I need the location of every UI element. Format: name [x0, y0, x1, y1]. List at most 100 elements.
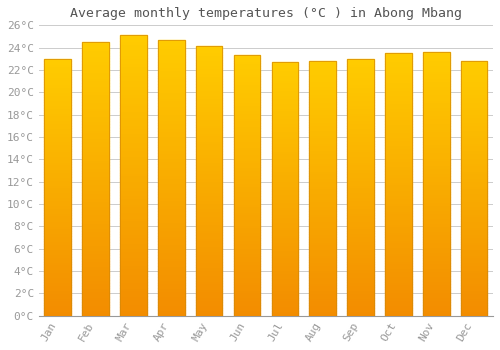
Bar	[385, 255, 411, 258]
Bar	[120, 111, 146, 114]
Bar	[310, 122, 336, 125]
Bar	[272, 181, 298, 184]
Bar	[82, 195, 109, 198]
Bar	[120, 114, 146, 117]
Bar	[44, 308, 71, 310]
Bar	[348, 90, 374, 92]
Bar	[196, 82, 222, 84]
Bar	[348, 174, 374, 177]
Bar	[196, 275, 222, 278]
Bar	[385, 169, 411, 171]
Bar	[461, 239, 487, 242]
Bar	[82, 217, 109, 220]
Bar	[44, 61, 71, 64]
Bar	[423, 139, 450, 142]
Bar	[120, 279, 146, 282]
Bar	[272, 275, 298, 278]
Bar	[44, 187, 71, 190]
Bar	[44, 146, 71, 149]
Bar	[272, 310, 298, 313]
Bar	[385, 266, 411, 268]
Bar	[348, 220, 374, 223]
Bar	[310, 107, 336, 110]
Bar	[272, 110, 298, 113]
Bar	[348, 298, 374, 300]
Bar	[348, 110, 374, 113]
Bar	[82, 291, 109, 294]
Bar	[272, 133, 298, 136]
Bar	[348, 77, 374, 79]
Bar	[385, 53, 411, 316]
Bar	[310, 138, 336, 140]
Bar	[272, 82, 298, 85]
Bar	[310, 278, 336, 280]
Bar	[196, 141, 222, 144]
Bar	[310, 310, 336, 313]
Bar	[310, 166, 336, 168]
Bar	[44, 177, 71, 180]
Bar	[158, 222, 184, 225]
Bar	[385, 119, 411, 121]
Bar	[423, 52, 450, 55]
Bar	[82, 250, 109, 253]
Bar	[82, 141, 109, 143]
Bar	[348, 115, 374, 118]
Bar	[272, 90, 298, 92]
Bar	[385, 232, 411, 234]
Bar	[158, 296, 184, 299]
Bar	[158, 78, 184, 81]
Bar	[158, 48, 184, 51]
Bar	[82, 91, 109, 94]
Bar	[348, 313, 374, 316]
Bar	[44, 136, 71, 138]
Bar	[423, 147, 450, 149]
Bar	[234, 149, 260, 152]
Bar	[82, 42, 109, 45]
Bar	[44, 233, 71, 236]
Bar	[234, 191, 260, 193]
Bar	[196, 71, 222, 74]
Bar	[44, 144, 71, 146]
Bar	[196, 117, 222, 119]
Bar	[158, 225, 184, 228]
Bar	[120, 58, 146, 61]
Bar	[44, 239, 71, 241]
Bar	[196, 216, 222, 219]
Bar	[82, 111, 109, 113]
Bar	[44, 267, 71, 270]
Bar	[348, 218, 374, 220]
Bar	[120, 63, 146, 66]
Bar	[423, 260, 450, 263]
Bar	[348, 103, 374, 105]
Bar	[234, 274, 260, 276]
Bar	[196, 254, 222, 257]
Bar	[423, 239, 450, 242]
Bar	[44, 162, 71, 164]
Bar	[385, 79, 411, 82]
Bar	[423, 287, 450, 289]
Bar	[196, 87, 222, 90]
Bar	[272, 159, 298, 161]
Bar	[120, 178, 146, 181]
Bar	[385, 106, 411, 108]
Bar	[82, 121, 109, 124]
Bar	[196, 248, 222, 251]
Bar	[423, 176, 450, 178]
Bar	[423, 97, 450, 99]
Bar	[234, 178, 260, 180]
Bar	[385, 85, 411, 87]
Bar	[234, 256, 260, 258]
Bar	[120, 288, 146, 290]
Bar	[461, 181, 487, 183]
Bar	[196, 205, 222, 208]
Bar	[272, 267, 298, 270]
Bar	[385, 239, 411, 242]
Bar	[120, 108, 146, 111]
Bar	[461, 196, 487, 198]
Bar	[196, 232, 222, 235]
Bar	[82, 313, 109, 316]
Bar	[461, 222, 487, 224]
Bar	[423, 126, 450, 128]
Bar	[196, 284, 222, 286]
Bar	[234, 225, 260, 227]
